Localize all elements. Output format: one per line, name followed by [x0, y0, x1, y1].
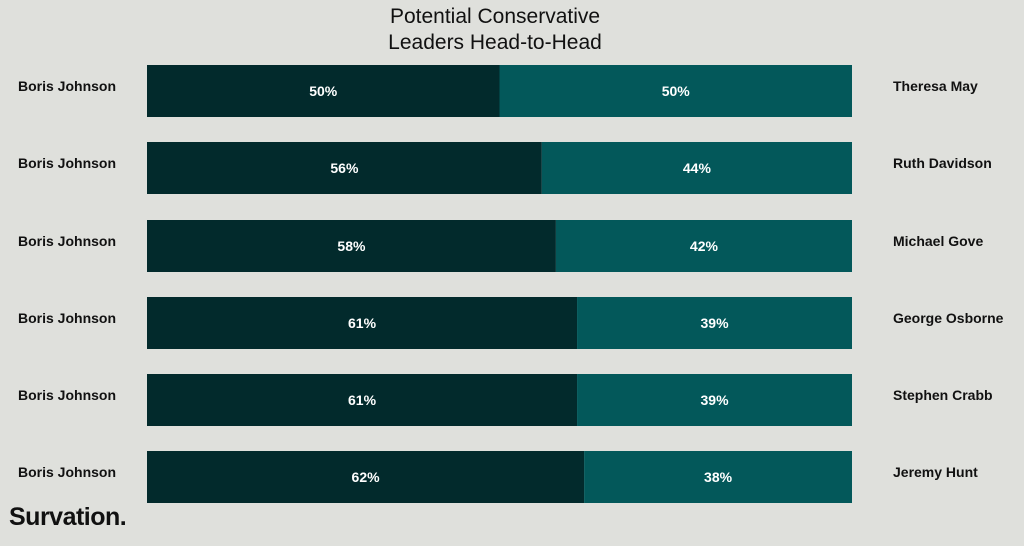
bar-right-6 [584, 451, 852, 503]
right-candidate-name-6: Jeremy Hunt [893, 464, 978, 480]
bar-left-4 [147, 297, 578, 349]
bar-left-6 [147, 451, 585, 503]
bar-right-label-2: 44% [683, 160, 712, 176]
bar-right-label-1: 50% [662, 83, 691, 99]
survation-logo: Survation. [9, 503, 127, 531]
bar-right-1 [499, 65, 852, 117]
bar-right-label-3: 42% [690, 238, 719, 254]
bar-right-label-5: 39% [701, 392, 730, 408]
left-candidate-name-4: Boris Johnson [18, 310, 116, 326]
chart-title-line-2: Leaders Head-to-Head [388, 31, 602, 54]
bar-left-label-1: 50% [309, 83, 338, 99]
bar-right-5 [577, 374, 852, 426]
bar-left-label-2: 56% [330, 160, 359, 176]
bar-left-label-3: 58% [337, 238, 366, 254]
left-candidate-name-1: Boris Johnson [18, 78, 116, 94]
bar-left-1 [147, 65, 500, 117]
bar-left-3 [147, 220, 556, 272]
bar-right-2 [541, 142, 852, 194]
right-candidate-name-3: Michael Gove [893, 233, 983, 249]
bar-right-4 [577, 297, 852, 349]
bar-left-5 [147, 374, 578, 426]
bar-right-label-4: 39% [701, 315, 730, 331]
left-candidate-name-6: Boris Johnson [18, 464, 116, 480]
left-candidate-name-5: Boris Johnson [18, 387, 116, 403]
bar-left-label-6: 62% [352, 469, 381, 485]
right-candidate-name-1: Theresa May [893, 78, 978, 94]
right-candidate-name-4: George Osborne [893, 310, 1004, 326]
chart-title-line-1: Potential Conservative [389, 5, 601, 28]
left-candidate-name-2: Boris Johnson [18, 155, 116, 171]
left-candidate-name-3: Boris Johnson [18, 233, 116, 249]
chart-title: Potential Conservative Leaders Head-to-H… [0, 4, 990, 56]
bar-left-label-4: 61% [348, 315, 377, 331]
bar-right-3 [555, 220, 852, 272]
bar-left-label-5: 61% [348, 392, 377, 408]
right-candidate-name-2: Ruth Davidson [893, 155, 992, 171]
bar-left-2 [147, 142, 542, 194]
bar-right-label-6: 38% [704, 469, 733, 485]
right-candidate-name-5: Stephen Crabb [893, 387, 993, 403]
